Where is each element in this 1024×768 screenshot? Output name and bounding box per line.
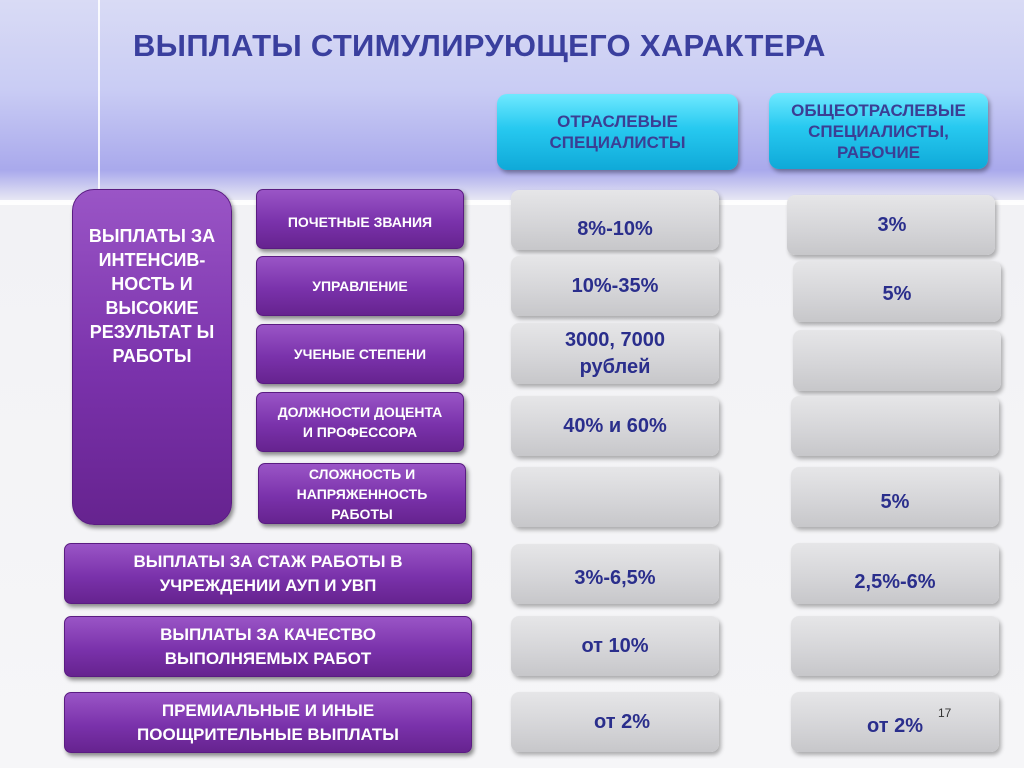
general-value-honorary-titles: 3% xyxy=(787,195,995,255)
page-number: 17 xyxy=(938,706,952,720)
decorative-vertical-line xyxy=(98,0,100,200)
column-header-general: ОБЩЕОТРАСЛЕВЫЕ СПЕЦИАЛИСТЫ, РАБОЧИЕ xyxy=(769,93,988,169)
industry-value-management: 10%-35% xyxy=(511,256,719,316)
general-value-bonuses: от 2% xyxy=(791,692,999,752)
row-label-bonuses: ПРЕМИАЛЬНЫЕ И ИНЫЕ ПООЩРИТЕЛЬНЫЕ ВЫПЛАТЫ xyxy=(64,692,472,753)
industry-value-quality: от 10% xyxy=(511,616,719,676)
general-value-docent-professor xyxy=(791,396,999,456)
row-label-docent-professor: ДОЛЖНОСТИ ДОЦЕНТА И ПРОФЕССОРА xyxy=(256,392,464,452)
column-header-industry: ОТРАСЛЕВЫЕ СПЕЦИАЛИСТЫ xyxy=(497,94,738,170)
general-value-academic-degrees xyxy=(793,330,1001,391)
slide-title: ВЫПЛАТЫ СТИМУЛИРУЮЩЕГО ХАРАКТЕРА xyxy=(133,28,826,63)
general-value-management: 5% xyxy=(793,261,1001,322)
industry-value-docent-professor: 40% и 60% xyxy=(511,396,719,456)
industry-value-academic-degrees: 3000, 7000 рублей xyxy=(511,323,719,384)
row-label-academic-degrees: УЧЕНЫЕ СТЕПЕНИ xyxy=(256,324,464,384)
industry-value-honorary-titles: 8%-10% xyxy=(511,190,719,250)
general-value-quality xyxy=(791,616,999,676)
industry-value-bonuses: от 2% xyxy=(511,692,719,752)
row-label-management: УПРАВЛЕНИЕ xyxy=(256,256,464,316)
industry-value-seniority: 3%-6,5% xyxy=(511,544,719,604)
row-label-honorary-titles: ПОЧЕТНЫЕ ЗВАНИЯ xyxy=(256,189,464,249)
row-label-quality: ВЫПЛАТЫ ЗА КАЧЕСТВО ВЫПОЛНЯЕМЫХ РАБОТ xyxy=(64,616,472,677)
general-value-complexity: 5% xyxy=(791,467,999,527)
row-label-seniority: ВЫПЛАТЫ ЗА СТАЖ РАБОТЫ В УЧРЕЖДЕНИИ АУП … xyxy=(64,543,472,604)
general-value-seniority: 2,5%-6% xyxy=(791,543,999,604)
intensity-group-label: ВЫПЛАТЫ ЗА ИНТЕНСИВ-НОСТЬ И ВЫСОКИЕ РЕЗУ… xyxy=(72,189,232,525)
row-label-complexity: СЛОЖНОСТЬ И НАПРЯЖЕННОСТЬ РАБОТЫ xyxy=(258,463,466,524)
industry-value-complexity xyxy=(511,467,719,527)
